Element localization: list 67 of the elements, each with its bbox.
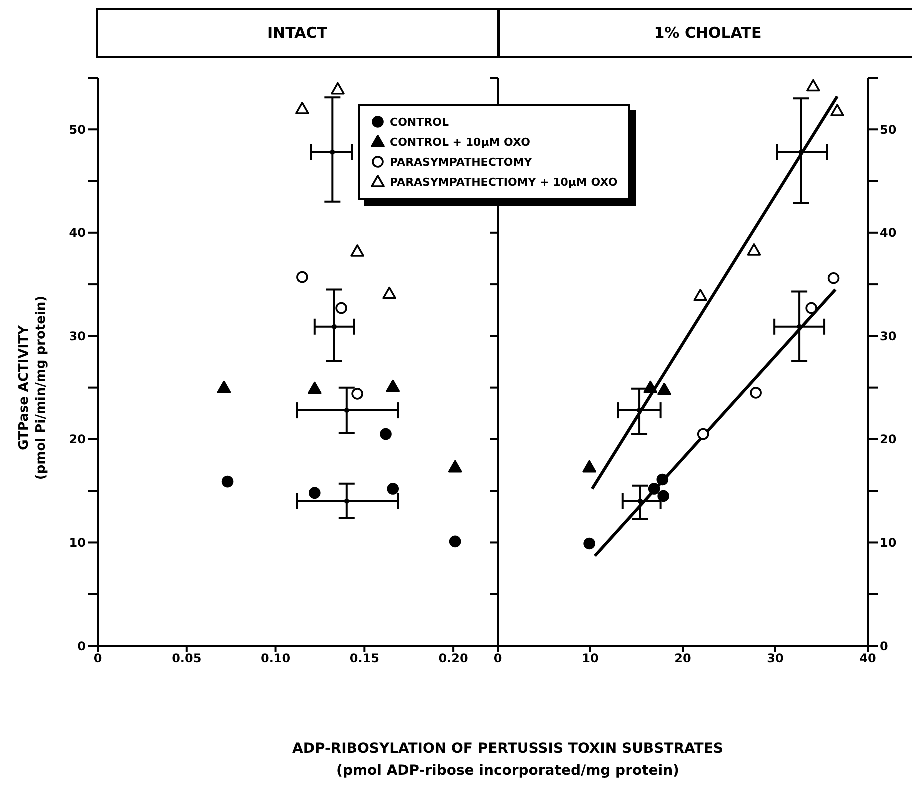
legend-label: PARASYMPATHECTOMY xyxy=(390,156,532,168)
point xyxy=(806,79,820,92)
y-tick-label: 20 xyxy=(69,432,86,447)
chart-title: 1% CHOLATE xyxy=(498,8,912,58)
point xyxy=(336,302,348,314)
point xyxy=(308,487,321,500)
point xyxy=(352,388,364,400)
point xyxy=(798,150,804,155)
legend-label: CONTROL + 10μM OXO xyxy=(390,136,530,148)
point xyxy=(222,476,234,488)
x-tick-label: 0.20 xyxy=(438,652,468,666)
point xyxy=(448,460,462,473)
point xyxy=(332,324,337,330)
point xyxy=(694,289,708,302)
x-tick-label: 0 xyxy=(494,652,502,666)
y-tick-label: 30 xyxy=(880,329,897,344)
y-tick-label: 30 xyxy=(69,329,86,344)
legend-label: PARASYMPATHECTIOMY + 10μM OXO xyxy=(390,176,618,188)
point xyxy=(658,490,670,502)
x-tick-label: 0 xyxy=(94,652,102,666)
point xyxy=(387,483,400,495)
point xyxy=(656,474,669,486)
point xyxy=(806,302,818,314)
point xyxy=(350,244,364,257)
point xyxy=(380,428,392,440)
point xyxy=(644,380,658,394)
point xyxy=(638,498,643,504)
point xyxy=(308,382,322,394)
point xyxy=(750,387,762,399)
point xyxy=(449,536,462,548)
point xyxy=(747,244,762,256)
y-tick-label: 40 xyxy=(880,226,897,240)
y-tick-label: 50 xyxy=(69,122,86,137)
x-tick-label: 30 xyxy=(767,652,784,666)
x-tick-label: 0.15 xyxy=(350,652,380,666)
y-tick-label: 0 xyxy=(880,639,888,654)
chart-title: INTACT xyxy=(96,8,499,58)
x-tick-label: 0.10 xyxy=(260,652,291,666)
point xyxy=(344,408,350,414)
y-axis-title: GTPase ACTIVITY (pmol Pi/min/mg protein) xyxy=(17,296,49,480)
y-tick-label: 20 xyxy=(880,432,897,447)
point xyxy=(382,286,396,300)
point xyxy=(331,82,345,95)
point xyxy=(830,104,844,116)
point xyxy=(296,102,310,114)
x-tick-label: 10 xyxy=(582,652,599,666)
y-tick-label: 10 xyxy=(880,536,897,550)
y-tick-label: 40 xyxy=(69,226,86,240)
x-tick-label: 0.05 xyxy=(172,652,202,666)
point xyxy=(658,382,672,396)
point xyxy=(386,380,400,392)
point xyxy=(582,460,596,473)
x-axis-title: ADP-RIBOSYLATION OF PERTUSSIS TOXIN SUBSTRATES (pmol ADP-ribose incorporated/mg protein) xyxy=(292,740,724,781)
legend-label: CONTROL xyxy=(390,116,449,128)
point xyxy=(296,271,308,284)
point xyxy=(217,380,232,394)
point xyxy=(697,428,710,440)
y-tick-label: 50 xyxy=(880,122,897,137)
point xyxy=(330,150,336,155)
point xyxy=(344,498,350,504)
point xyxy=(828,272,840,284)
point xyxy=(584,538,596,550)
y-tick-label: 0 xyxy=(78,639,86,654)
x-tick-label: 40 xyxy=(860,652,876,666)
point xyxy=(648,483,660,495)
y-tick-label: 10 xyxy=(69,536,86,550)
x-tick-label: 20 xyxy=(674,652,692,666)
